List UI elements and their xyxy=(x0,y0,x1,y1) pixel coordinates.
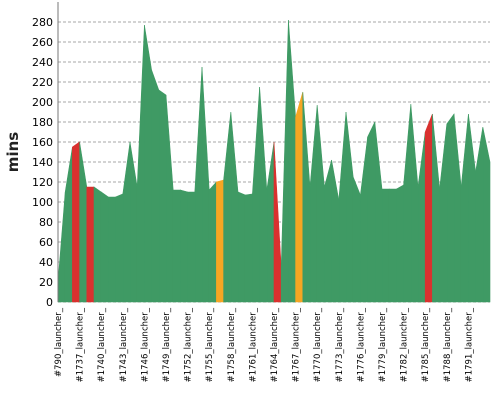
area-segment-success xyxy=(439,123,448,303)
area-segment-success xyxy=(237,191,246,303)
x-tick-label: #1764_launcher_ xyxy=(270,307,280,382)
y-tick-label: 260 xyxy=(32,36,53,49)
x-tick-label: #1770_launcher_ xyxy=(313,307,323,382)
x-tick-label: #1743_launcher_ xyxy=(119,307,129,382)
y-tick-label: 80 xyxy=(39,216,53,229)
area-segment-success xyxy=(93,186,102,303)
area-segment-success xyxy=(57,191,66,303)
area-segment-success xyxy=(244,193,253,303)
area-segment-success xyxy=(446,113,455,303)
area-segment-success xyxy=(316,104,325,303)
y-tick-label: 200 xyxy=(32,96,53,109)
area-segment-success xyxy=(345,111,354,303)
area-segment-success xyxy=(374,121,383,303)
y-tick-label: 180 xyxy=(32,116,53,129)
y-tick-label: 280 xyxy=(32,16,53,29)
area-segment-success xyxy=(223,111,232,303)
area-segment-success xyxy=(331,159,340,303)
area-segment-success xyxy=(165,94,174,303)
area-segment-success xyxy=(388,188,397,303)
area-segment-success xyxy=(367,121,376,303)
x-tick-label: #1773_launcher_ xyxy=(335,307,345,382)
x-tick-label: #1758_launcher_ xyxy=(227,307,237,382)
y-tick-label: 160 xyxy=(32,136,53,149)
area-segment-success xyxy=(172,189,181,303)
y-tick-label: 220 xyxy=(32,76,53,89)
x-tick-label: #1779_launcher_ xyxy=(378,307,388,382)
area-segment-success xyxy=(115,193,124,303)
area-segment-failure xyxy=(424,113,433,303)
area-segment-success xyxy=(158,89,167,303)
area-segment-success xyxy=(136,24,145,303)
x-tick-labels: #790_launcher_ #1737_launcher_ #1740_launc… xyxy=(54,307,474,382)
area-segment-success xyxy=(475,126,484,303)
x-tick-label: #1788_launcher_ xyxy=(443,307,453,382)
area-segment-success xyxy=(259,86,268,303)
area-segment-success xyxy=(151,69,160,303)
y-tick-label: 40 xyxy=(39,256,53,269)
area-segment-failure xyxy=(72,141,80,303)
y-tick-label: 140 xyxy=(32,156,53,169)
area-segment-success xyxy=(302,91,311,303)
area-segment-success xyxy=(352,176,361,303)
x-tick-label: #1755_launcher_ xyxy=(205,307,215,382)
x-tick-label: #1785_launcher_ xyxy=(421,307,431,382)
area-segment-success xyxy=(180,189,188,303)
x-tick-label: #1740_launcher_ xyxy=(97,307,107,382)
area-segment-success xyxy=(100,191,109,303)
x-tick-label: #1761_launcher_ xyxy=(248,307,258,382)
y-axis-title: mins xyxy=(4,132,22,172)
y-tick-label: 100 xyxy=(32,196,53,209)
x-tick-label: #1776_launcher_ xyxy=(356,307,366,382)
area-segment-unstable xyxy=(216,179,224,303)
area-segment-success xyxy=(381,188,390,303)
area-segment-success xyxy=(403,103,412,303)
area-segment-success xyxy=(108,196,116,303)
x-tick-label: #1749_launcher_ xyxy=(162,307,172,382)
area-segment-success xyxy=(144,24,152,303)
area-segment-success xyxy=(266,141,275,303)
x-tick-label: #1737_launcher_ xyxy=(76,307,86,382)
area-segment-success xyxy=(324,159,332,303)
x-tick-label: #1767_launcher_ xyxy=(292,307,302,382)
area-segment-success xyxy=(122,141,131,303)
area-segment-success xyxy=(309,104,318,303)
area-series xyxy=(57,19,491,303)
area-segment-success xyxy=(208,181,217,303)
x-tick-label: #1746_launcher_ xyxy=(140,307,150,382)
y-tick-label: 240 xyxy=(32,56,53,69)
area-segment-success xyxy=(410,103,419,303)
area-segment-failure xyxy=(86,186,95,303)
area-segment-success xyxy=(338,111,347,303)
area-segment-success xyxy=(230,111,239,303)
area-segment-success xyxy=(417,131,426,303)
area-segment-success xyxy=(482,126,491,303)
area-segment-success xyxy=(396,184,404,303)
y-tick-label: 120 xyxy=(32,176,53,189)
area-segment-success xyxy=(79,141,88,303)
x-tick-label: #1782_launcher_ xyxy=(400,307,410,382)
area-segment-success xyxy=(187,191,196,303)
x-tick-label: #790_launcher_ xyxy=(54,307,64,377)
area-segment-success xyxy=(64,146,73,303)
y-tick-label: 60 xyxy=(39,236,53,249)
y-tick-label: 0 xyxy=(46,296,53,309)
y-tick-labels: 0 20 40 60 80 100 120 140 160 180 200 220 240 260 280 xyxy=(32,16,53,309)
area-segment-unstable xyxy=(295,91,304,303)
area-segment-success xyxy=(252,86,260,303)
area-segment-success xyxy=(129,141,138,303)
x-tick-label: #1791_launcher_ xyxy=(464,307,474,382)
y-tick-label: 20 xyxy=(39,276,53,289)
x-tick-label: #1752_launcher_ xyxy=(184,307,194,382)
